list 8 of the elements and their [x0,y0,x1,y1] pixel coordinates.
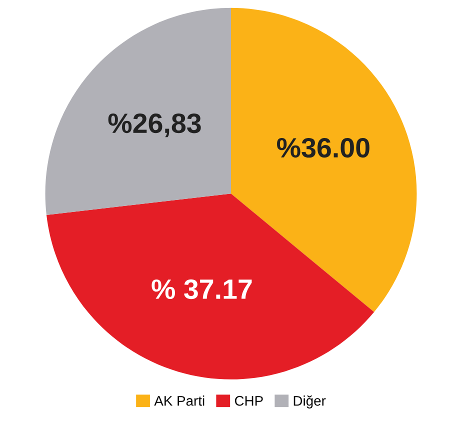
data-label: %36.00 [277,138,370,158]
pie-slice [46,194,374,380]
pie-slice [45,8,231,215]
legend-label: CHP [234,396,263,406]
legend-label: AK Parti [154,396,204,406]
data-label: %26,83 [108,113,201,138]
legend-label: Diğer [294,395,326,408]
data-label: % 37.17 [152,279,252,300]
